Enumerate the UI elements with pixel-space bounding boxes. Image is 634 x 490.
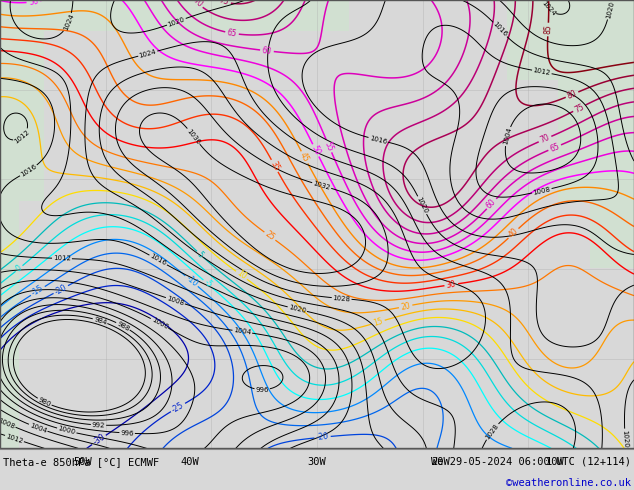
- Text: Theta-e 850hPa [°C] ECMWF: Theta-e 850hPa [°C] ECMWF: [3, 457, 159, 466]
- Text: 1012: 1012: [53, 255, 71, 262]
- Text: 65: 65: [226, 28, 238, 38]
- Text: 1008: 1008: [166, 295, 185, 306]
- Text: 45: 45: [298, 151, 311, 164]
- Text: 50: 50: [28, 0, 39, 7]
- Text: 60: 60: [485, 197, 498, 210]
- Text: 984: 984: [93, 316, 107, 326]
- Text: 1020: 1020: [415, 196, 429, 215]
- Text: 1012: 1012: [5, 433, 24, 444]
- Text: 10: 10: [235, 269, 248, 282]
- Text: 1016: 1016: [20, 163, 38, 178]
- Text: 1024: 1024: [540, 0, 556, 17]
- Text: 75: 75: [218, 0, 230, 7]
- Text: 1016: 1016: [491, 21, 508, 38]
- Text: 85: 85: [543, 24, 553, 34]
- Text: 70: 70: [191, 0, 204, 9]
- Text: 992: 992: [92, 422, 105, 428]
- Text: 50W: 50W: [73, 457, 92, 466]
- Text: 1020: 1020: [621, 429, 629, 448]
- Text: 1016: 1016: [369, 135, 387, 145]
- Text: 20W: 20W: [431, 457, 450, 466]
- Text: 988: 988: [116, 320, 131, 332]
- Text: ©weatheronline.co.uk: ©weatheronline.co.uk: [506, 477, 631, 488]
- Text: 1032: 1032: [313, 180, 331, 191]
- Text: 1020: 1020: [167, 16, 186, 27]
- Text: 1008: 1008: [0, 417, 16, 430]
- Text: 30W: 30W: [307, 457, 327, 466]
- Text: 1028: 1028: [484, 422, 500, 441]
- Text: 10W: 10W: [545, 457, 564, 466]
- Text: 996: 996: [256, 387, 269, 392]
- Text: 65: 65: [548, 142, 561, 154]
- Text: 60: 60: [262, 46, 272, 56]
- Text: 70: 70: [539, 133, 552, 145]
- Text: 1016: 1016: [149, 253, 167, 267]
- Text: 996: 996: [120, 430, 134, 437]
- Text: -15: -15: [30, 284, 46, 298]
- Text: 1024: 1024: [138, 49, 157, 59]
- Text: 1000: 1000: [57, 425, 76, 436]
- Text: 1028: 1028: [332, 294, 351, 302]
- Text: 55: 55: [323, 140, 335, 152]
- Text: 40: 40: [507, 227, 520, 240]
- Text: 1012: 1012: [13, 129, 31, 145]
- Text: 35: 35: [268, 159, 281, 172]
- Text: 1020: 1020: [288, 304, 307, 314]
- Text: 1000: 1000: [150, 317, 169, 330]
- Text: 80: 80: [566, 89, 578, 100]
- Text: -10: -10: [184, 274, 199, 289]
- Text: 980: 980: [37, 396, 52, 408]
- Text: 1004: 1004: [502, 127, 512, 146]
- Text: 15: 15: [372, 317, 384, 328]
- Text: 1004: 1004: [233, 327, 252, 336]
- Text: -5: -5: [202, 278, 214, 290]
- Text: 75: 75: [573, 102, 586, 115]
- Text: 1004: 1004: [29, 422, 48, 434]
- Text: -25: -25: [171, 400, 186, 415]
- Text: 1012: 1012: [533, 67, 551, 76]
- Text: 20: 20: [400, 301, 411, 312]
- Text: -20: -20: [53, 283, 68, 296]
- Text: 1020: 1020: [605, 0, 615, 19]
- Text: 25: 25: [263, 230, 276, 243]
- Text: -20: -20: [316, 432, 329, 442]
- Text: We 29-05-2024 06:00 UTC (12+114): We 29-05-2024 06:00 UTC (12+114): [431, 457, 631, 466]
- Text: 30: 30: [446, 280, 456, 290]
- Text: -30: -30: [91, 433, 107, 447]
- Text: 50: 50: [309, 144, 322, 157]
- Text: 1008: 1008: [533, 186, 552, 196]
- Text: 1024: 1024: [62, 13, 75, 32]
- Text: 5: 5: [195, 249, 205, 259]
- Text: 40W: 40W: [181, 457, 200, 466]
- Text: 0: 0: [15, 264, 24, 273]
- Text: 1036: 1036: [186, 127, 202, 145]
